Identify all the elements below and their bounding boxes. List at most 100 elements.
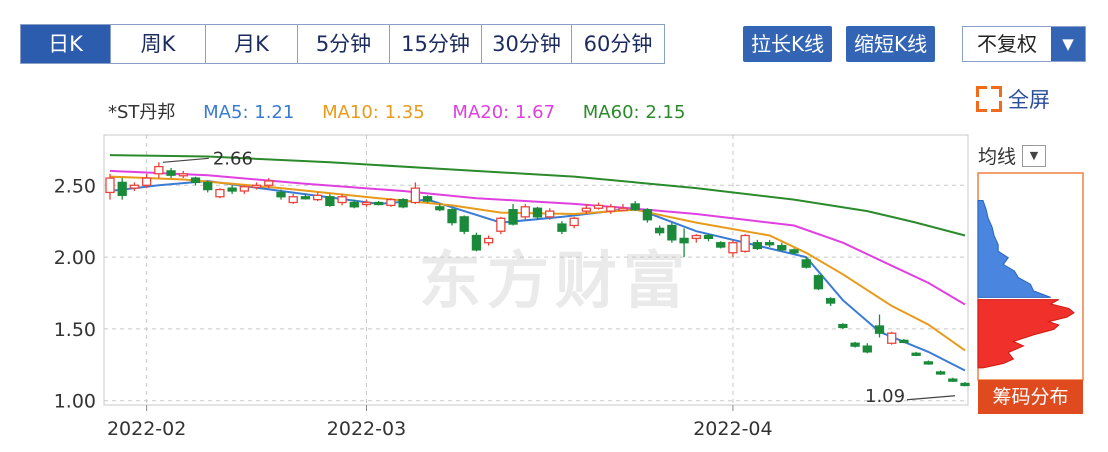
y-tick-label: 1.50 (54, 319, 96, 341)
candle-body (178, 173, 188, 177)
candle (850, 341, 860, 348)
tab-month-k[interactable]: 月K (206, 25, 298, 63)
candle-body (618, 207, 628, 211)
candle (190, 176, 201, 186)
x-axis-ticks: 2022-02 2022-03 2022-04 (107, 418, 773, 440)
candle (178, 170, 188, 179)
tab-30min[interactable]: 30分钟 (482, 25, 572, 63)
candle-body (227, 187, 237, 192)
candle-body (459, 216, 469, 232)
candle-body (581, 207, 592, 212)
candle-body (740, 234, 750, 252)
candle-body (960, 382, 970, 387)
candle-body (386, 198, 396, 207)
candle (654, 225, 665, 236)
candle-body (203, 181, 213, 191)
candle (203, 180, 213, 193)
max-price-label: 2.66 (213, 148, 253, 169)
candle (606, 203, 616, 214)
candle-body (752, 242, 763, 250)
y-tick-label: 2.00 (54, 247, 96, 269)
candle (764, 239, 775, 248)
candle (887, 331, 897, 345)
candle (422, 195, 433, 203)
candle (703, 234, 714, 242)
y-tick-label: 2.50 (54, 175, 96, 197)
chip-distribution-button[interactable]: 筹码分布 (978, 380, 1083, 414)
ma-legend: *ST丹邦 MA5: 1.21 MA10: 1.35 MA20: 1.67 MA… (108, 98, 707, 124)
plot-frame (103, 134, 969, 406)
tab-week-k[interactable]: 周K (111, 25, 206, 63)
candle-body (899, 339, 909, 344)
adjust-select[interactable]: 不复权 ▼ (962, 26, 1086, 62)
candle (960, 382, 970, 387)
max-pointer-line (162, 157, 209, 163)
candle (251, 182, 262, 190)
candle (789, 248, 799, 255)
candle-body (862, 345, 872, 353)
candle-body (838, 323, 848, 329)
candle-body (728, 242, 738, 254)
candle-body (325, 196, 335, 207)
candle-body (813, 275, 824, 290)
candle-body (215, 188, 225, 198)
chevron-down-icon: ▼ (1022, 144, 1047, 167)
chip-profit-area (977, 299, 1075, 369)
candle (471, 232, 482, 252)
candle-body (117, 181, 127, 196)
candle-body (764, 242, 775, 246)
candle-body (642, 209, 653, 221)
candle (312, 192, 323, 202)
candle (520, 203, 530, 220)
shorten-kline-button[interactable]: 缩短K线 (846, 26, 936, 62)
candle-body (557, 223, 567, 232)
candle (935, 370, 946, 375)
candle-body (312, 194, 323, 201)
candle-body (447, 209, 457, 224)
candle (532, 206, 543, 220)
ma-select[interactable]: 均线 ▼ (978, 142, 1047, 169)
candle (899, 338, 909, 344)
candle-body (190, 177, 201, 184)
candle-body (410, 187, 421, 204)
fullscreen-button[interactable]: 全屏 (976, 84, 1050, 114)
candle (105, 173, 115, 200)
candle-body (141, 177, 152, 186)
candle (813, 274, 824, 291)
candle (227, 185, 237, 194)
stretch-kline-button[interactable]: 拉长K线 (743, 26, 833, 62)
candle (716, 241, 726, 249)
tab-5min[interactable]: 5分钟 (298, 25, 390, 63)
candle-body (777, 244, 787, 251)
tab-15min[interactable]: 15分钟 (390, 25, 482, 63)
ma-select-label: 均线 (978, 146, 1017, 168)
candle (300, 193, 311, 200)
chip-distribution (977, 172, 1084, 381)
candle (728, 239, 738, 258)
candle (325, 193, 335, 207)
candle-body (703, 234, 714, 240)
tab-60min[interactable]: 60分钟 (572, 25, 664, 63)
candle-body (935, 371, 946, 375)
candle-body (801, 259, 811, 268)
tab-day-k[interactable]: 日K (21, 25, 111, 63)
candle (667, 222, 677, 243)
candle-body (850, 342, 860, 347)
candle-body (105, 177, 115, 194)
candle (459, 215, 469, 235)
candle (117, 178, 127, 200)
candle (618, 203, 628, 212)
candle (862, 343, 872, 354)
y-axis-ticks: 1.00 1.50 2.00 2.50 (54, 175, 96, 412)
candle-body (508, 209, 518, 225)
candle (911, 351, 921, 357)
candle (740, 234, 750, 253)
min-price-label: 1.09 (865, 386, 905, 407)
adjust-select-value: 不复权 (977, 32, 1037, 56)
candle-body (874, 325, 885, 334)
candle (447, 208, 457, 226)
candle (141, 173, 152, 189)
candle-body (435, 206, 445, 211)
candle-body (337, 196, 347, 204)
